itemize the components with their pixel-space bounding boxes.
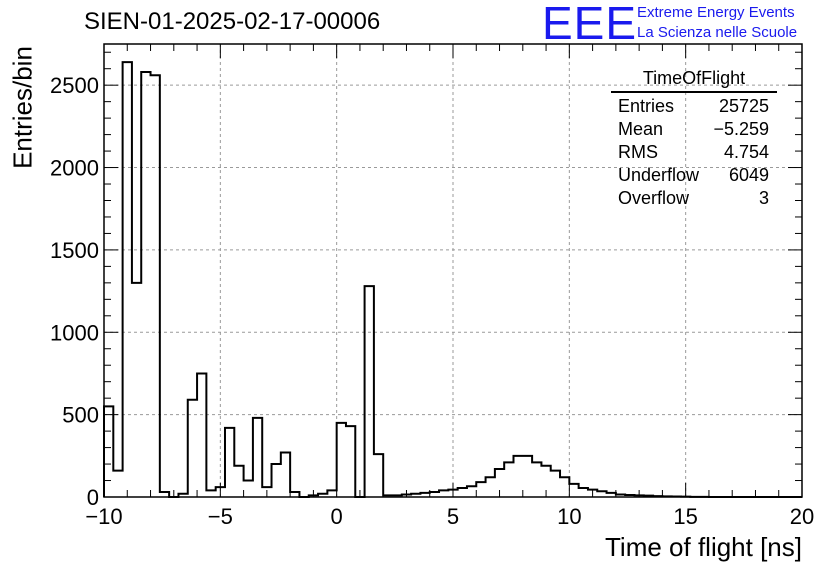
stats-label: Overflow bbox=[618, 188, 690, 208]
x-tick-label: 20 bbox=[790, 504, 814, 529]
stats-label: Underflow bbox=[618, 165, 700, 185]
stats-title: TimeOfFlight bbox=[611, 68, 777, 93]
x-tick-label: 10 bbox=[557, 504, 581, 529]
stats-row-mean: Mean −5.259 bbox=[611, 118, 777, 141]
y-tick-label: 2500 bbox=[50, 73, 99, 98]
stats-label: Entries bbox=[618, 96, 675, 116]
stats-label: Mean bbox=[618, 119, 664, 139]
stats-row-rms: RMS 4.754 bbox=[611, 141, 777, 164]
logo-line-1: Extreme Energy Events bbox=[637, 4, 795, 21]
chart-title: SIEN-01-2025-02-17-00006 bbox=[84, 8, 381, 35]
logo-line-2: La Scienza nelle Scuole bbox=[637, 24, 798, 41]
x-axis-label: Time of flight [ns] bbox=[605, 532, 802, 562]
stats-value: 3 bbox=[758, 188, 769, 208]
x-tick-label: 5 bbox=[447, 504, 459, 529]
y-tick-label: 1500 bbox=[50, 238, 99, 263]
y-tick-label: 0 bbox=[87, 485, 99, 510]
stats-label: RMS bbox=[618, 142, 658, 162]
y-tick-label: 1000 bbox=[50, 320, 99, 345]
stats-row-overflow: Overflow 3 bbox=[611, 187, 777, 210]
stats-row-underflow: Underflow 6049 bbox=[611, 164, 777, 187]
x-tick-label: −10 bbox=[85, 504, 122, 529]
stats-box: TimeOfFlight Entries 25725 Mean −5.259 R… bbox=[611, 68, 777, 210]
x-tick-label: 0 bbox=[331, 504, 343, 529]
eee-logo: EEE bbox=[542, 0, 638, 49]
stats-row-entries: Entries 25725 bbox=[611, 95, 777, 118]
y-tick-label: 500 bbox=[62, 403, 99, 428]
stats-value: 6049 bbox=[728, 165, 769, 185]
y-axis-label: Entries/bin bbox=[7, 46, 38, 169]
x-tick-label: −5 bbox=[208, 504, 233, 529]
stats-value: 25725 bbox=[718, 96, 769, 116]
x-tick-label: 15 bbox=[673, 504, 697, 529]
stats-value: −5.259 bbox=[713, 119, 769, 139]
stats-value: 4.754 bbox=[723, 142, 769, 162]
y-tick-label: 2000 bbox=[50, 156, 99, 181]
